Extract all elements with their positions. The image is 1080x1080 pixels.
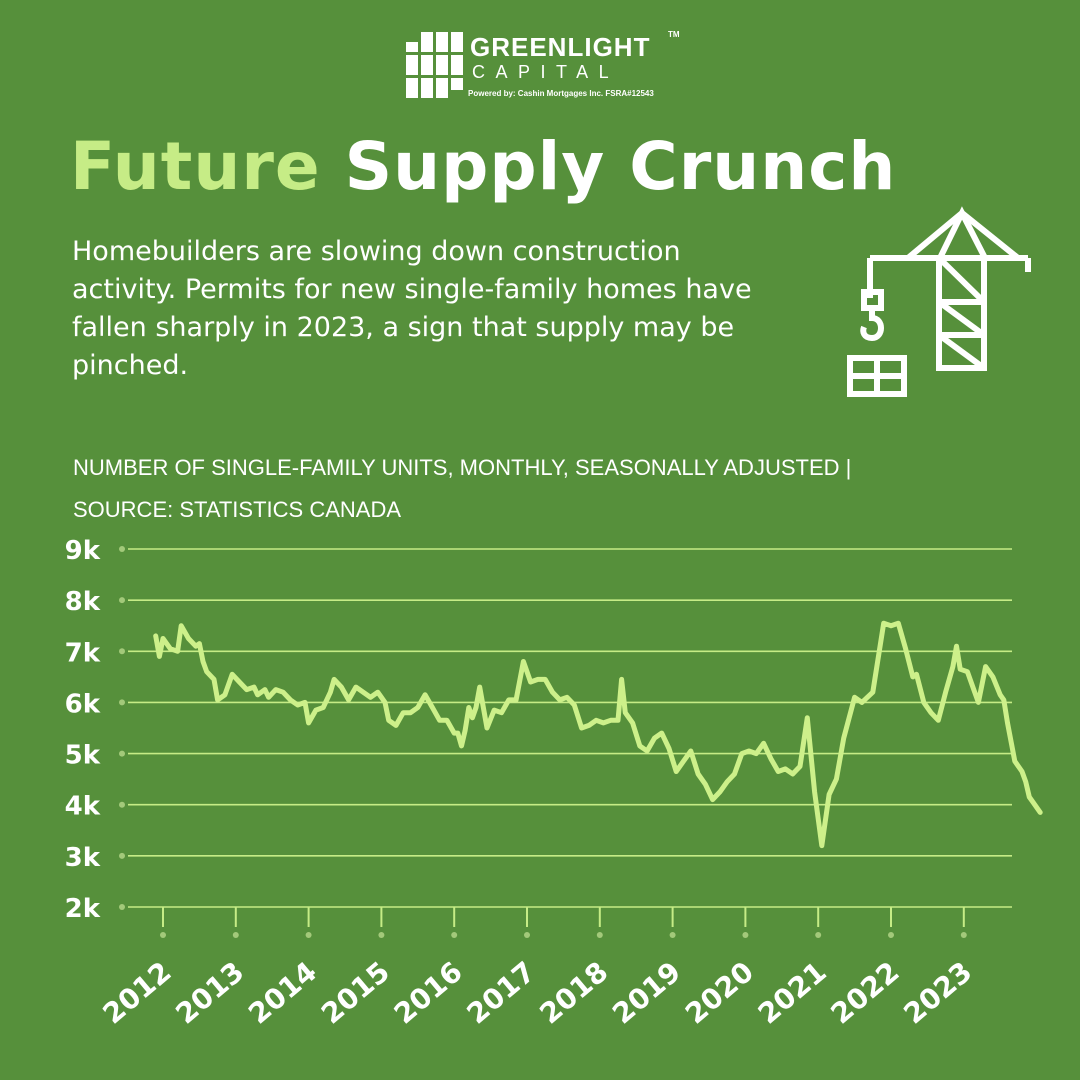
description: Homebuilders are slowing down constructi…: [72, 236, 752, 381]
gridline-dot: [119, 546, 125, 552]
x-tick-dot: [160, 932, 166, 938]
gridline-dot: [119, 852, 125, 859]
x-tick-dot: [742, 932, 749, 938]
y-tick-label: 3k: [65, 843, 101, 873]
grid-logo-icon: [406, 32, 463, 98]
gridline-dot: [119, 904, 125, 910]
gridline-dot: [119, 597, 125, 604]
x-tick-dot: [596, 932, 603, 938]
x-tick-label: 2019: [606, 955, 687, 1030]
title-main: Supply Crunch: [344, 128, 897, 205]
x-tick-dot: [232, 932, 239, 938]
x-tick-dot: [888, 932, 894, 938]
x-tick-label: 2021: [752, 955, 833, 1030]
x-tick-dot: [305, 932, 312, 938]
x-tick-dot: [960, 932, 967, 938]
construction-crane-icon: [847, 206, 1031, 397]
x-tick-label: 2017: [461, 955, 542, 1030]
y-tick-label: 6k: [65, 689, 101, 719]
x-tick-label: 2018: [533, 955, 614, 1030]
x-tick-label: 2022: [825, 955, 906, 1030]
brand-sub: CAPITAL: [472, 62, 620, 82]
gridline-dot: [119, 699, 125, 706]
y-tick-label: 5k: [65, 741, 101, 771]
y-tick-label: 8k: [65, 587, 101, 617]
y-tick-label: 4k: [65, 792, 101, 822]
series-line: [153, 620, 1043, 849]
x-tick-dot: [524, 932, 530, 938]
page-title: Future Supply Crunch: [70, 122, 896, 212]
y-tick-label: 9k: [65, 536, 101, 566]
brand-powered-by: Powered by: Cashin Mortgages Inc. FSRA#1…: [468, 89, 654, 98]
gridline-dot: [119, 648, 125, 655]
chart-subtitle-line2: SOURCE: STATISTICS CANADA: [73, 497, 402, 522]
y-tick-label: 7k: [65, 638, 101, 668]
x-tick-label: 2023: [897, 955, 978, 1030]
x-tick-label: 2013: [169, 955, 250, 1030]
x-tick-label: 2020: [679, 955, 760, 1030]
x-tick-label: 2015: [315, 955, 396, 1030]
y-tick-label: 2k: [65, 894, 101, 924]
brand-trademark: TM: [668, 30, 680, 39]
x-tick-dot: [669, 932, 676, 938]
gridline-dot: [119, 750, 125, 757]
x-tick-dot: [451, 932, 458, 938]
chart-subtitle: NUMBER OF SINGLE-FAMILY UNITS, MONTHLY, …: [73, 447, 903, 531]
chart-subtitle-line1: NUMBER OF SINGLE-FAMILY UNITS, MONTHLY, …: [73, 455, 852, 480]
x-tick-label: 2016: [388, 955, 469, 1030]
title-highlight: Future: [70, 128, 321, 205]
x-tick-dot: [378, 932, 385, 938]
x-tick-label: 2014: [242, 955, 323, 1030]
gridline-dot: [119, 801, 125, 808]
x-tick-dot: [815, 932, 822, 938]
brand-logo: GREENLIGHT TM CAPITAL Powered by: Cashin…: [406, 30, 686, 102]
x-tick-label: 2012: [97, 955, 178, 1030]
brand-name: GREENLIGHT: [470, 32, 651, 62]
